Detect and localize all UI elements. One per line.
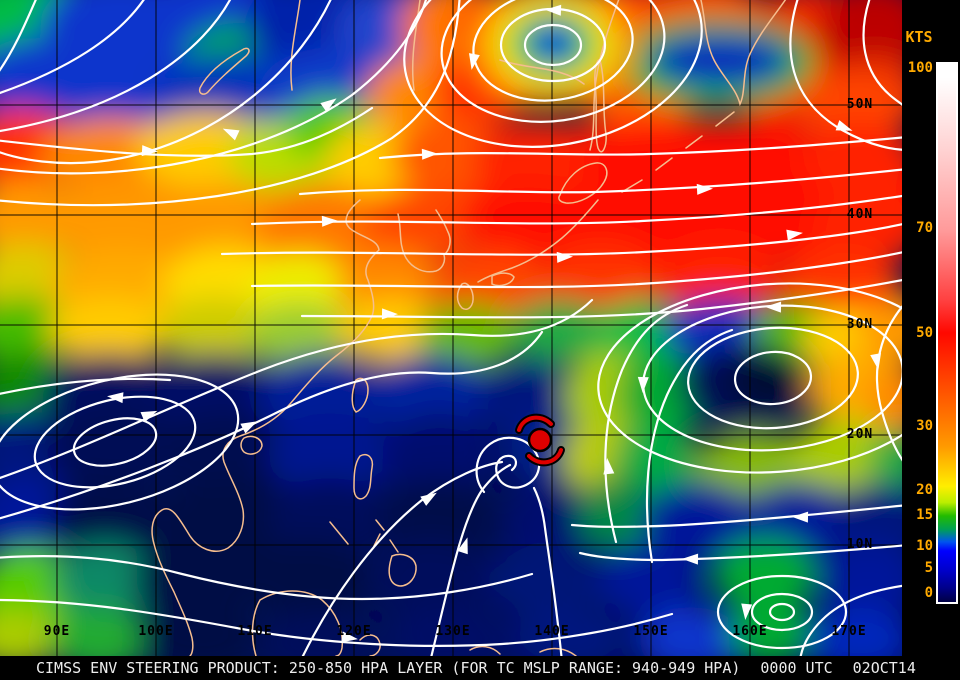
borneo-island bbox=[251, 590, 344, 656]
lon-label-150E: 150E bbox=[633, 624, 669, 639]
colorbar-tick-15: 15 bbox=[916, 507, 933, 523]
lat-label-30N: 30N bbox=[846, 317, 874, 332]
caption-bar: CIMSS ENV STEERING PRODUCT: 250-850 HPA … bbox=[0, 656, 960, 680]
caption-date: 02OCT14 bbox=[852, 659, 916, 677]
kamchatka-coast bbox=[700, 0, 787, 107]
coastlines bbox=[151, 0, 787, 656]
visayas-palawan-islands bbox=[329, 519, 399, 553]
lake-baikal bbox=[198, 47, 250, 95]
lat-label-10N: 10N bbox=[846, 537, 874, 552]
steering-flow-map bbox=[0, 0, 902, 656]
asia-coast bbox=[151, 199, 380, 656]
lon-label-110E: 110E bbox=[237, 624, 273, 639]
okhotsk-coast bbox=[589, 0, 620, 151]
lon-label-100E: 100E bbox=[138, 624, 174, 639]
luzon-island bbox=[353, 454, 374, 500]
colorbar-unit-label: KTS bbox=[905, 28, 933, 46]
colorbar-tick-30: 30 bbox=[916, 418, 933, 434]
caption-product: CIMSS ENV STEERING PRODUCT: 250-850 HPA … bbox=[36, 659, 741, 677]
caption-time: 0000 UTC bbox=[760, 659, 833, 677]
colorbar-tick-10: 10 bbox=[916, 538, 933, 554]
lon-label-160E: 160E bbox=[732, 624, 768, 639]
colorbar-tick-20: 20 bbox=[916, 482, 933, 498]
lon-label-170E: 170E bbox=[831, 624, 867, 639]
lat-label-20N: 20N bbox=[846, 427, 874, 442]
colorbar-tick-50: 50 bbox=[916, 325, 933, 341]
tc-inflow-spiral bbox=[475, 436, 541, 494]
wind-speed-colorbar bbox=[936, 62, 958, 604]
colorbar-tick-100: 100 bbox=[907, 60, 933, 76]
lat-label-40N: 40N bbox=[846, 207, 874, 222]
lon-label-120E: 120E bbox=[336, 624, 372, 639]
hurricane-icon bbox=[515, 413, 565, 467]
kuril-islands bbox=[621, 111, 735, 193]
lon-label-130E: 130E bbox=[435, 624, 471, 639]
siberia-rivers bbox=[290, 0, 585, 91]
lat-label-50N: 50N bbox=[846, 97, 874, 112]
colorbar-tick-70: 70 bbox=[916, 220, 933, 236]
shikoku-island bbox=[491, 272, 515, 287]
lon-label-90E: 90E bbox=[43, 624, 71, 639]
hokkaido-island bbox=[558, 162, 608, 204]
colorbar-tick-0: 0 bbox=[924, 585, 933, 601]
lon-label-140E: 140E bbox=[534, 624, 570, 639]
colorbar-tick-5: 5 bbox=[924, 560, 933, 576]
grid-lines bbox=[0, 0, 902, 656]
wind-speed-field bbox=[0, 0, 902, 656]
mindanao-island bbox=[388, 553, 417, 587]
hainan-island bbox=[240, 435, 263, 455]
